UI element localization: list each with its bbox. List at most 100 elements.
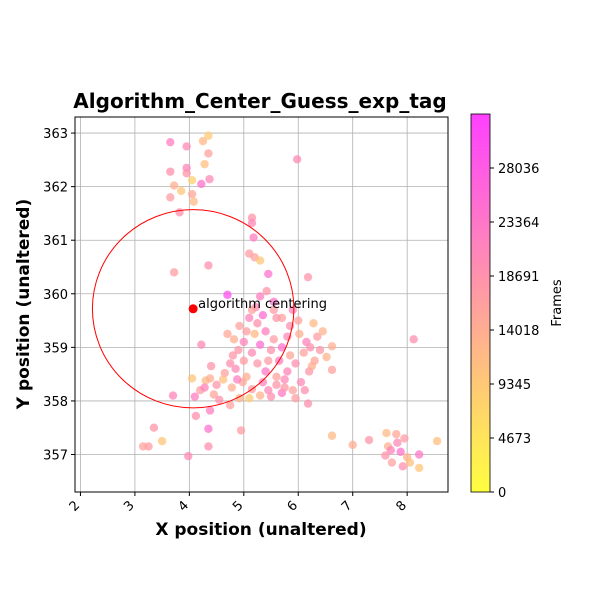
data-point — [250, 329, 259, 339]
data-point — [269, 305, 278, 315]
data-point — [187, 374, 197, 383]
data-point — [264, 386, 273, 395]
data-point — [176, 186, 186, 196]
x-tick-label: 8 — [393, 498, 409, 514]
data-point — [261, 327, 270, 336]
data-point — [306, 343, 315, 352]
data-point — [295, 329, 304, 339]
data-point — [247, 218, 257, 228]
data-point — [288, 386, 298, 395]
center-marker — [188, 304, 198, 314]
data-point — [387, 458, 397, 467]
data-point — [205, 374, 215, 383]
colorbar-ticks: 0 4673 9345 14018 18691 23364 28036 — [490, 162, 539, 501]
data-point — [409, 335, 418, 344]
data-point — [209, 390, 219, 399]
data-point — [264, 356, 273, 365]
x-axis-ticks: 2 3 4 5 6 7 8 — [67, 492, 410, 515]
data-point — [414, 450, 424, 459]
data-point — [223, 329, 232, 339]
data-point — [309, 319, 318, 328]
centering-circle — [91, 209, 295, 409]
x-axis-label: X position (unaltered) — [155, 520, 366, 540]
data-point — [205, 174, 214, 184]
colorbar-tick-label: 18691 — [498, 270, 539, 285]
data-point — [285, 351, 295, 360]
y-tick-label: 363 — [43, 127, 68, 142]
data-point — [247, 348, 257, 357]
colorbar-tick-label: 9345 — [498, 378, 531, 393]
data-point — [398, 462, 408, 471]
annotation-layer: algorithm centering — [91, 209, 327, 409]
y-tick-label: 361 — [43, 234, 68, 249]
data-point — [386, 446, 396, 455]
x-tick-label: 3 — [121, 498, 137, 514]
data-point — [245, 394, 254, 403]
data-point — [318, 327, 327, 336]
data-point — [303, 272, 313, 282]
colorbar-label: Frames — [550, 279, 565, 327]
data-point — [272, 380, 281, 390]
data-point — [215, 395, 224, 405]
data-point — [233, 375, 242, 384]
data-point — [272, 372, 281, 382]
y-tick-label: 358 — [43, 395, 68, 410]
data-point — [303, 399, 313, 408]
data-point — [187, 189, 197, 199]
data-point — [234, 345, 243, 355]
colorbar-tick-label: 23364 — [498, 216, 539, 231]
data-point — [175, 208, 184, 217]
data-point — [262, 286, 271, 296]
data-point — [381, 451, 390, 460]
data-point — [200, 383, 209, 392]
data-point — [255, 256, 265, 265]
data-point — [166, 167, 175, 176]
data-point — [266, 345, 276, 355]
data-point — [231, 364, 240, 373]
data-point — [220, 368, 229, 378]
data-point — [392, 429, 401, 439]
data-point — [253, 319, 262, 328]
data-point — [223, 290, 232, 300]
data-point — [204, 131, 213, 140]
data-point — [364, 435, 374, 445]
data-point — [190, 392, 199, 401]
data-point — [288, 305, 298, 315]
data-point — [239, 337, 249, 347]
x-tick-label: 4 — [176, 498, 192, 514]
data-point — [307, 361, 317, 371]
data-point — [225, 359, 235, 368]
data-point — [327, 342, 337, 351]
data-point — [206, 361, 216, 371]
data-point — [291, 359, 300, 368]
data-point — [239, 356, 249, 365]
data-point — [227, 383, 237, 392]
data-point — [166, 193, 175, 202]
data-point — [327, 431, 337, 440]
data-point — [327, 365, 337, 375]
data-point — [283, 367, 292, 376]
data-point — [235, 321, 244, 331]
data-point — [258, 377, 268, 387]
data-point — [189, 197, 198, 206]
data-point — [277, 343, 287, 352]
data-point — [138, 442, 148, 451]
colorbar-tick-label: 0 — [498, 486, 506, 501]
colorbar-tick-label: 28036 — [498, 162, 539, 177]
chart-title: Algorithm_Center_Guess_exp_tag — [73, 89, 446, 113]
data-point — [191, 411, 201, 421]
data-point — [269, 335, 278, 344]
data-point — [299, 348, 308, 357]
x-tick-label: 7 — [339, 498, 355, 514]
data-point — [204, 442, 213, 451]
y-axis-ticks: 357 358 359 360 361 362 363 — [43, 127, 75, 464]
data-point — [414, 463, 424, 473]
data-point — [255, 292, 265, 301]
data-point — [197, 340, 206, 349]
data-point — [204, 149, 213, 158]
data-point — [242, 327, 251, 336]
data-point — [264, 269, 273, 279]
data-point — [393, 438, 402, 447]
data-point — [405, 458, 415, 467]
